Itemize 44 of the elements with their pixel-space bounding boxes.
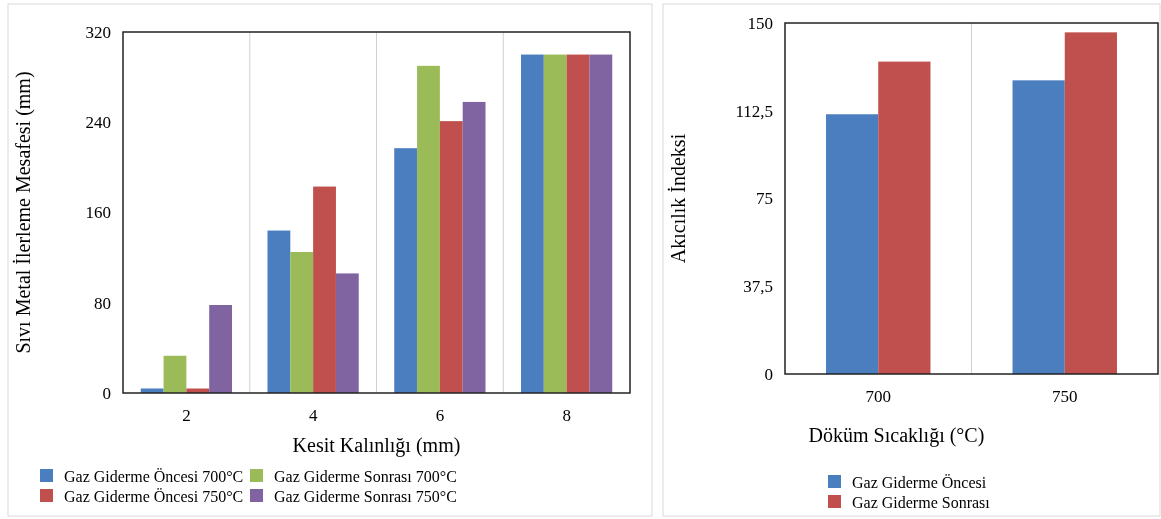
- x-axis-title: Kesit Kalınlığı (mm): [292, 434, 461, 457]
- x-tick-label: 6: [435, 406, 445, 425]
- x-tick-label: 4: [308, 406, 318, 425]
- y-tick-label: 0: [764, 364, 773, 384]
- x-tick-label: 750: [1052, 387, 1078, 406]
- bar: [1012, 80, 1065, 374]
- bar: [335, 273, 359, 393]
- y-tick-label: 150: [747, 13, 773, 33]
- y-tick-label: 112,5: [735, 101, 773, 121]
- bar: [313, 186, 336, 393]
- x-tick-label: 2: [182, 406, 191, 425]
- y-tick-label: 320: [85, 22, 111, 42]
- y-tick-label: 80: [94, 293, 111, 313]
- y-axis-title: Akıcılık İndeksi: [667, 133, 689, 264]
- y-tick-label: 0: [102, 383, 111, 403]
- bar: [826, 114, 879, 374]
- legend-label: Gaz Giderme Sonrası: [852, 493, 991, 511]
- y-tick-label: 240: [85, 113, 111, 133]
- bar: [417, 65, 440, 393]
- x-tick-label: 700: [865, 387, 891, 406]
- legend-label: Gaz Giderme Sonrası 700°C: [274, 467, 457, 485]
- legend-label: Gaz Giderme Öncesi 700°C: [64, 467, 244, 485]
- bar: [878, 61, 931, 374]
- bar: [439, 121, 463, 393]
- bar: [543, 54, 567, 393]
- x-axis-title: Döküm Sıcaklığı (°C): [808, 424, 985, 447]
- y-tick-label: 37,5: [743, 277, 773, 297]
- bar: [1064, 32, 1117, 374]
- bar: [589, 54, 613, 393]
- x-tick-label: 8: [562, 406, 571, 425]
- bar: [566, 54, 590, 393]
- y-axis-title: Sıvı Metal İlerleme Mesafesi (mm): [12, 71, 35, 354]
- bar: [267, 230, 291, 393]
- legend-label: Gaz Giderme Öncesi 750°C: [64, 487, 244, 505]
- y-tick-label: 160: [85, 203, 111, 223]
- bar: [521, 54, 544, 393]
- bar: [290, 251, 314, 393]
- bar: [163, 355, 187, 393]
- bar: [209, 305, 233, 393]
- bar: [394, 148, 418, 393]
- legend-label: Gaz Giderme Öncesi: [852, 473, 987, 491]
- y-tick-label: 75: [756, 189, 773, 209]
- legend-label: Gaz Giderme Sonrası 750°C: [274, 487, 457, 505]
- bar: [462, 101, 486, 393]
